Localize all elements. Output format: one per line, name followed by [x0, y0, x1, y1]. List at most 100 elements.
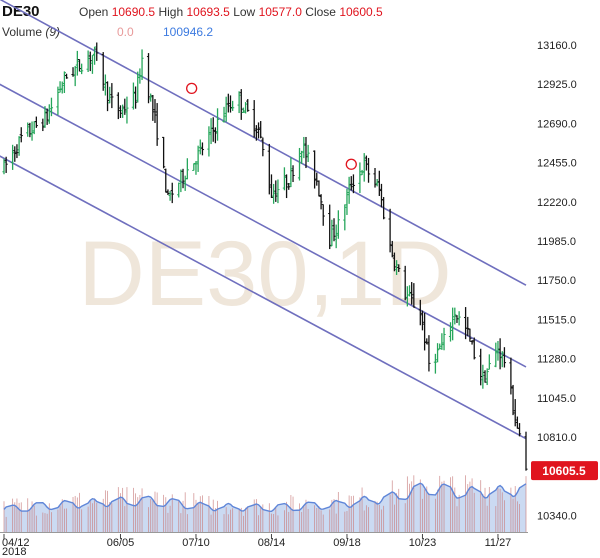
- ohlc-bar: [64, 73, 69, 79]
- volume-pane: [0, 475, 528, 533]
- ohlc-bar: [239, 89, 243, 120]
- low-value: 10577.0: [258, 5, 302, 19]
- ohlc-bar: [125, 96, 129, 124]
- ohlc-bar: [177, 182, 181, 198]
- volume-ma-value: 100946.2: [163, 25, 214, 39]
- ohlc-bar: [121, 104, 125, 118]
- ohlc-bar: [496, 341, 500, 361]
- last-price-tag-bg: [531, 461, 598, 481]
- ohlc-bar: [73, 65, 77, 87]
- close-value: 10600.5: [339, 5, 383, 19]
- ohlc-bar: [146, 53, 151, 104]
- ohlc-bar: [397, 264, 401, 272]
- ohlc-bar: [284, 174, 289, 199]
- ohlc-bar: [438, 343, 442, 350]
- ohlc-bar: [151, 94, 155, 121]
- ohlc-bar: [435, 343, 440, 363]
- ohlc-bar: [321, 203, 325, 226]
- ohlc-bar: [228, 95, 233, 113]
- channel-line-upper: [0, 0, 527, 286]
- y-tick-label: 11985.0: [537, 236, 576, 248]
- ohlc-bar: [256, 122, 261, 139]
- volume-period: (9): [45, 25, 61, 39]
- ohlc-bar: [95, 42, 99, 61]
- ohlc-bar: [209, 118, 213, 145]
- ohlc-bar: [379, 183, 384, 208]
- ohlc-bar: [313, 150, 317, 189]
- y-tick-label: 13160.0: [537, 40, 577, 52]
- ohlc-bar: [390, 240, 394, 258]
- ohlc-bar: [388, 208, 392, 253]
- ohlc-bar: [136, 71, 140, 103]
- ohlc-bar: [110, 83, 114, 109]
- y-tick-label: 10810.0: [537, 432, 577, 444]
- ohlc-bar: [196, 145, 200, 172]
- ohlc-bar: [261, 137, 265, 157]
- ohlc-bar: [433, 353, 438, 374]
- channel-line-middle: [0, 83, 527, 368]
- ohlc-bar: [412, 283, 416, 308]
- x-tick-label: 11/27: [485, 537, 512, 549]
- channel-line-lower: [0, 155, 527, 440]
- x-tick-label: 06/05: [107, 537, 135, 549]
- x-year-label: 2018: [2, 546, 26, 558]
- ohlc-bar: [92, 46, 97, 65]
- ohlc-bar: [211, 117, 215, 142]
- ohlc-bar: [243, 102, 248, 114]
- ohlc-bar: [11, 144, 15, 170]
- ohlc-bar: [282, 167, 287, 191]
- ohlc-bar: [509, 357, 513, 395]
- ohlc-bar: [347, 176, 351, 204]
- ohlc-bar: [272, 183, 276, 204]
- y-tick-label: 11750.0: [537, 275, 576, 287]
- ohlc-bar: [213, 127, 217, 144]
- ohlc-bar: [222, 106, 226, 123]
- ohlc-bar: [252, 100, 256, 138]
- ohlc-bar: [440, 333, 444, 350]
- ohlc-bar: [407, 285, 412, 297]
- ohlc-bar: [34, 116, 38, 128]
- y-tick-label: 12925.0: [537, 79, 577, 91]
- ohlc-bar: [304, 136, 308, 169]
- ohlc-bar: [45, 108, 49, 125]
- ohlc-bar: [513, 399, 517, 427]
- ohlc-bar: [241, 107, 246, 113]
- ohlc-bar: [319, 194, 323, 210]
- ohlc-bar: [442, 327, 446, 351]
- ohlc-bar: [315, 172, 319, 186]
- ohlc-bar: [427, 335, 431, 372]
- open-value: 10690.5: [111, 5, 156, 19]
- ohlc-bar: [423, 312, 427, 351]
- ohlc-bar: [481, 364, 485, 389]
- y-tick-label: 11515.0: [537, 314, 576, 326]
- ohlc-bar: [332, 218, 336, 242]
- ohlc-bar: [224, 96, 228, 122]
- watermark: DE30,1D: [78, 223, 451, 325]
- ohlc-bar: [302, 136, 306, 159]
- ohlc-bar: [485, 368, 489, 386]
- x-tick-label: 10/23: [409, 537, 437, 549]
- ohlc-bar: [168, 191, 172, 201]
- y-tick-label: 10340.0: [537, 510, 577, 522]
- high-value: 10693.5: [186, 5, 230, 19]
- ohlc-bar: [479, 348, 483, 386]
- open-label: Open: [79, 5, 109, 19]
- ohlc-bar: [502, 347, 507, 368]
- ohlc-bar: [375, 178, 379, 187]
- ohlc-bar: [269, 174, 274, 198]
- ohlc-bar: [451, 307, 455, 341]
- ohlc-bar: [103, 74, 107, 96]
- ohlc-bar: [181, 168, 185, 189]
- ohlc-bar: [328, 204, 332, 250]
- ohlc-bar: [4, 156, 8, 173]
- ohlc-bar: [28, 122, 32, 138]
- ohlc-bar: [149, 93, 153, 102]
- ohlc-bar: [345, 188, 349, 215]
- ohlc-bar: [88, 51, 92, 72]
- channel-touch-marker: [186, 82, 198, 95]
- ohlc-bar: [90, 54, 95, 74]
- ohlc-bar: [373, 168, 377, 188]
- ohlc-bar: [58, 81, 62, 93]
- ohlc-bar: [343, 204, 347, 231]
